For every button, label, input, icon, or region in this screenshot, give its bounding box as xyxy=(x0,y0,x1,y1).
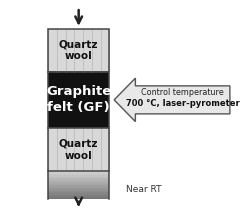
Text: 700 °C, laser-pyrometer: 700 °C, laser-pyrometer xyxy=(126,99,240,108)
Bar xyxy=(48,179,110,181)
Bar xyxy=(48,177,110,178)
Bar xyxy=(48,192,110,194)
Bar xyxy=(48,29,110,72)
Bar xyxy=(48,182,110,184)
Bar xyxy=(48,174,110,176)
Text: Quartz
wool: Quartz wool xyxy=(59,39,98,61)
Bar xyxy=(48,184,110,185)
Bar xyxy=(48,181,110,182)
Bar xyxy=(48,196,110,198)
Bar xyxy=(48,198,110,199)
Bar xyxy=(48,178,110,180)
Bar xyxy=(48,195,110,196)
Bar xyxy=(48,72,110,128)
Bar xyxy=(48,189,110,191)
Text: Control temperature: Control temperature xyxy=(141,88,224,97)
Bar xyxy=(48,185,110,187)
Bar xyxy=(48,188,110,189)
Bar xyxy=(48,171,110,173)
Bar xyxy=(48,191,110,192)
Bar xyxy=(48,173,110,174)
Bar xyxy=(48,128,110,171)
Text: Graphite
felt (GF): Graphite felt (GF) xyxy=(46,85,111,114)
Bar xyxy=(48,128,110,171)
Bar xyxy=(48,29,110,72)
Bar xyxy=(48,193,110,195)
Text: Quartz
wool: Quartz wool xyxy=(59,138,98,161)
Bar xyxy=(48,175,110,177)
Polygon shape xyxy=(114,78,230,122)
Bar xyxy=(48,186,110,188)
Text: Near RT: Near RT xyxy=(126,185,162,194)
